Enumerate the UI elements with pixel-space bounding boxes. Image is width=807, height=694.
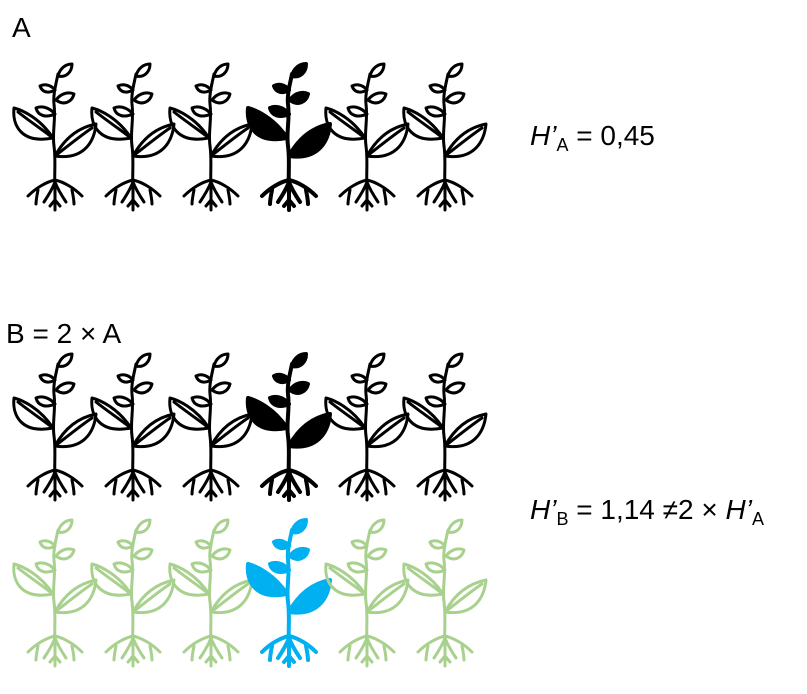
plant-outline-icon bbox=[322, 518, 412, 668]
plant-outline-icon bbox=[322, 352, 412, 502]
plant-outline-icon bbox=[400, 518, 490, 668]
panel-b-label: B = 2 × A bbox=[6, 320, 121, 348]
plant-outline-icon bbox=[166, 352, 256, 502]
plant-outline-icon bbox=[166, 518, 256, 668]
plant-solid-icon bbox=[244, 62, 334, 212]
plant-outline-icon bbox=[166, 62, 256, 212]
plant-outline-icon bbox=[10, 62, 100, 212]
plant-outline-icon bbox=[322, 62, 412, 212]
formula-b: H’B = 1,14 ≠2 × H’A bbox=[530, 496, 764, 528]
plant-outline-icon bbox=[88, 352, 178, 502]
plant-solid-icon bbox=[244, 518, 334, 668]
plant-outline-icon bbox=[400, 352, 490, 502]
plant-outline-icon bbox=[10, 518, 100, 668]
diversity-symbol-2: H’ bbox=[726, 494, 752, 525]
formula-middle: = 1,14 ≠2 × bbox=[568, 494, 725, 525]
plant-row-b-2 bbox=[10, 518, 500, 668]
plant-solid-icon bbox=[244, 352, 334, 502]
subscript: A bbox=[556, 135, 568, 155]
plant-outline-icon bbox=[10, 352, 100, 502]
plant-row-a bbox=[10, 62, 500, 212]
subscript-2: A bbox=[752, 509, 764, 529]
plant-outline-icon bbox=[400, 62, 490, 212]
plant-outline-icon bbox=[88, 518, 178, 668]
formula-a: H’A = 0,45 bbox=[530, 122, 655, 154]
diversity-symbol: H’ bbox=[530, 120, 556, 151]
plant-row-b-1 bbox=[10, 352, 500, 502]
formula-value: = 0,45 bbox=[568, 120, 654, 151]
subscript: B bbox=[556, 509, 568, 529]
diversity-symbol: H’ bbox=[530, 494, 556, 525]
plant-outline-icon bbox=[88, 62, 178, 212]
panel-a-label: A bbox=[12, 14, 31, 42]
